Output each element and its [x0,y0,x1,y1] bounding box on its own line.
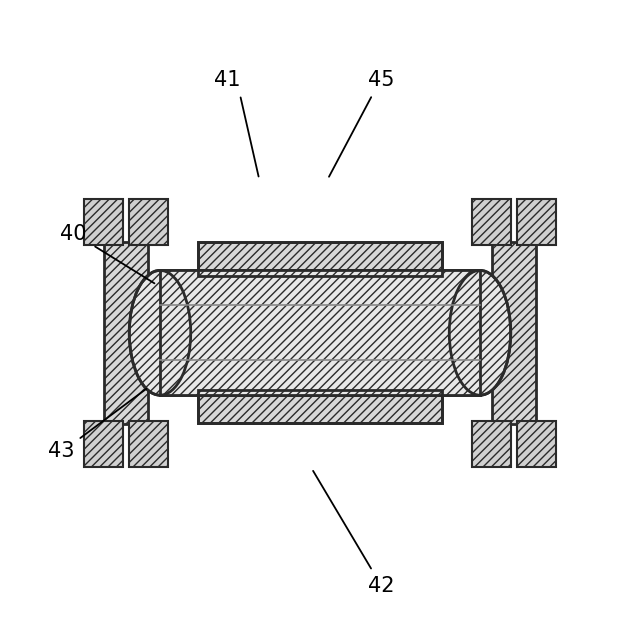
Bar [472,198,511,244]
Bar [160,272,191,394]
Bar [516,421,556,467]
Ellipse shape [449,271,511,396]
Text: 42: 42 [367,575,394,596]
Bar [160,271,480,396]
Bar [198,242,442,275]
Bar [198,390,442,424]
Bar [198,390,442,424]
Text: 45: 45 [367,70,394,90]
Bar [198,242,442,275]
Ellipse shape [129,271,191,396]
Bar [104,241,148,424]
Bar [516,198,556,244]
Bar [492,241,536,424]
Bar [84,421,124,467]
Text: 43: 43 [47,441,74,461]
Bar [129,198,168,244]
Text: 40: 40 [60,223,87,244]
Bar [161,271,479,394]
Text: 41: 41 [214,70,241,90]
Bar [84,198,124,244]
Bar [129,421,168,467]
Bar [449,272,480,394]
Bar [472,421,511,467]
Bar [160,271,480,396]
